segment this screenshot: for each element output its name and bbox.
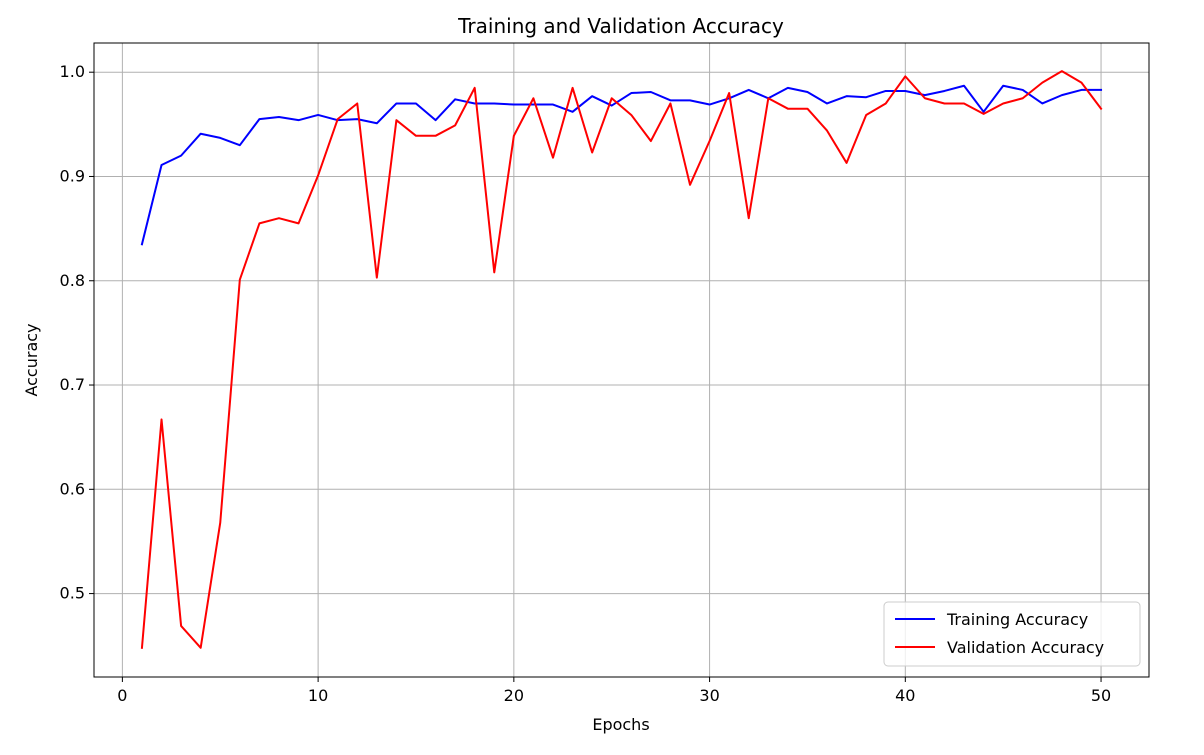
axis-ticks: 0 10 20 30 40 50 0.5 0.6 0.7 0.8 0.9 1.0 [60, 62, 1112, 705]
x-tick-label: 10 [308, 686, 328, 705]
series-lines [140, 70, 1103, 649]
legend-label-validation: Validation Accuracy [947, 638, 1104, 657]
legend-label-training: Training Accuracy [946, 610, 1088, 629]
y-tick-label: 0.5 [60, 584, 85, 603]
chart-title: Training and Validation Accuracy [457, 14, 784, 38]
y-tick-label: 0.8 [60, 271, 85, 290]
legend: Training Accuracy Validation Accuracy [883, 601, 1141, 667]
training-accuracy-line [140, 84, 1103, 246]
validation-accuracy-line [140, 70, 1103, 649]
y-tick-label: 0.7 [60, 375, 85, 394]
x-tick-label: 30 [699, 686, 719, 705]
plot-area-frame [93, 42, 1150, 678]
y-axis-label: Accuracy [22, 323, 41, 396]
x-tick-label: 20 [504, 686, 524, 705]
y-tick-label: 1.0 [60, 62, 85, 81]
x-tick-label: 0 [117, 686, 127, 705]
legend-box [883, 601, 1141, 667]
grid-lines [94, 43, 1149, 677]
y-tick-label: 0.6 [60, 479, 85, 498]
x-axis-label: Epochs [592, 715, 649, 734]
x-tick-label: 40 [895, 686, 915, 705]
x-tick-label: 50 [1091, 686, 1111, 705]
y-tick-label: 0.9 [60, 166, 85, 185]
